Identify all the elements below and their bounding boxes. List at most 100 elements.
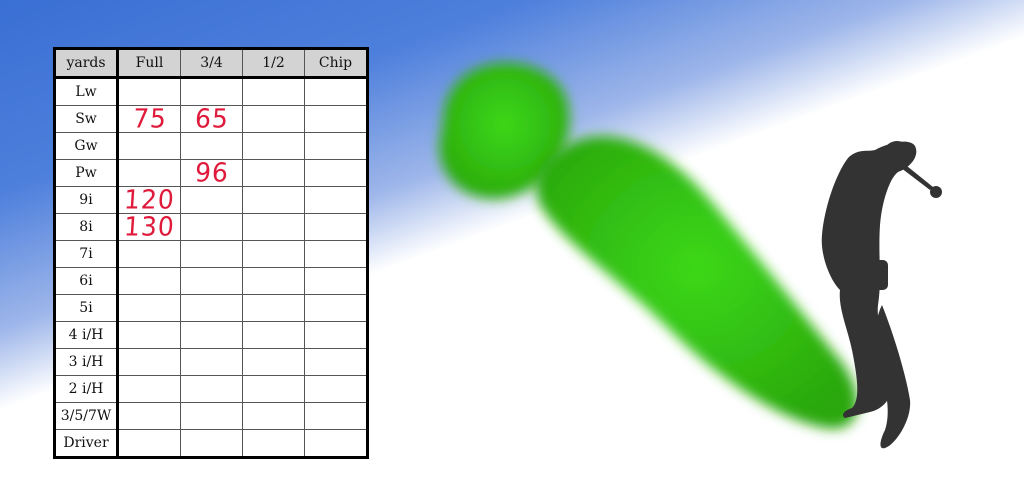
- green-blob-shape: [439, 62, 570, 199]
- cell-three-quarter[interactable]: [180, 186, 243, 214]
- cell-full[interactable]: [117, 348, 181, 376]
- club-label: Lw: [54, 77, 119, 106]
- club-label: Pw: [54, 159, 119, 187]
- golfer-silhouette-icon: [821, 141, 942, 449]
- cell-three-quarter[interactable]: [180, 402, 243, 430]
- header-yards: yards: [54, 48, 119, 79]
- club-label: 7i: [54, 240, 119, 268]
- club-label: 5i: [54, 294, 119, 322]
- header-row: yards Full 3/4 1/2 Chip: [54, 48, 368, 79]
- cell-half[interactable]: [242, 267, 305, 295]
- table-row: Lw: [54, 77, 368, 106]
- cell-half[interactable]: [242, 105, 305, 133]
- cell-half[interactable]: [242, 348, 305, 376]
- cell-chip[interactable]: [304, 402, 368, 430]
- cell-half[interactable]: [242, 429, 305, 458]
- club-label: 6i: [54, 267, 119, 295]
- cell-half[interactable]: [242, 240, 305, 268]
- cell-three-quarter[interactable]: 65: [180, 103, 243, 134]
- cell-chip[interactable]: [304, 132, 368, 160]
- cell-half[interactable]: [242, 186, 305, 214]
- cell-three-quarter[interactable]: [180, 375, 243, 403]
- cell-chip[interactable]: [304, 105, 368, 133]
- header-full: Full: [117, 48, 181, 79]
- cell-chip[interactable]: [304, 186, 368, 214]
- table-row: 3/5/7W: [54, 402, 368, 430]
- cell-three-quarter[interactable]: [180, 240, 243, 268]
- table-row: 5i: [54, 294, 368, 322]
- cell-full[interactable]: 130: [117, 211, 181, 242]
- cell-full[interactable]: [117, 429, 181, 458]
- cell-three-quarter[interactable]: [180, 348, 243, 376]
- handwritten-yardage: 96: [193, 157, 230, 188]
- cell-full[interactable]: [117, 132, 181, 160]
- cell-chip[interactable]: [304, 77, 368, 106]
- cell-full[interactable]: [117, 267, 181, 295]
- cell-three-quarter[interactable]: [180, 267, 243, 295]
- table-row: 7i: [54, 240, 368, 268]
- table-row: Driver: [54, 429, 368, 458]
- cell-half[interactable]: [242, 321, 305, 349]
- cell-chip[interactable]: [304, 321, 368, 349]
- cell-three-quarter[interactable]: [180, 294, 243, 322]
- cell-full[interactable]: [117, 321, 181, 349]
- cell-chip[interactable]: [304, 267, 368, 295]
- golf-illustration: [439, 62, 942, 449]
- cell-half[interactable]: [242, 77, 305, 106]
- cell-half[interactable]: [242, 294, 305, 322]
- cell-full[interactable]: [117, 159, 181, 187]
- club-label: 3 i/H: [54, 348, 119, 376]
- club-label: 8i: [54, 213, 119, 241]
- table-row: Pw 96: [54, 157, 368, 188]
- cell-full[interactable]: 75: [117, 103, 181, 134]
- cell-three-quarter[interactable]: [180, 213, 243, 241]
- cell-chip[interactable]: [304, 240, 368, 268]
- handwritten-yardage: 130: [123, 211, 176, 242]
- cell-half[interactable]: [242, 213, 305, 241]
- table-row: 9i 120: [54, 184, 368, 215]
- cell-three-quarter[interactable]: [180, 321, 243, 349]
- cell-full[interactable]: [117, 294, 181, 322]
- header-half: 1/2: [242, 48, 305, 79]
- club-label: 2 i/H: [54, 375, 119, 403]
- table-row: 6i: [54, 267, 368, 295]
- table-row: Gw: [54, 132, 368, 160]
- club-label: Gw: [54, 132, 119, 160]
- handwritten-yardage: 75: [131, 103, 168, 134]
- cell-full[interactable]: [117, 77, 181, 106]
- club-label: 4 i/H: [54, 321, 119, 349]
- club-label: Sw: [54, 105, 119, 133]
- table-row: 4 i/H: [54, 321, 368, 349]
- table-row: 3 i/H: [54, 348, 368, 376]
- cell-three-quarter[interactable]: [180, 77, 243, 106]
- table-row: Sw 75 65: [54, 103, 368, 134]
- cell-chip[interactable]: [304, 159, 368, 187]
- cell-chip[interactable]: [304, 294, 368, 322]
- cell-three-quarter[interactable]: 96: [180, 157, 243, 188]
- club-label: 3/5/7W: [54, 402, 119, 430]
- handwritten-yardage: 65: [193, 103, 230, 134]
- cell-three-quarter[interactable]: [180, 429, 243, 458]
- table-row: 2 i/H: [54, 375, 368, 403]
- header-chip: Chip: [304, 48, 368, 79]
- cell-chip[interactable]: [304, 348, 368, 376]
- cell-chip[interactable]: [304, 375, 368, 403]
- cell-full[interactable]: 120: [117, 184, 181, 215]
- table-row: 8i 130: [54, 211, 368, 242]
- yardage-table: yards Full 3/4 1/2 Chip Lw Sw 75 65 Gw Pw 96 9i…: [53, 47, 369, 459]
- club-label: Driver: [54, 429, 119, 458]
- cell-full[interactable]: [117, 375, 181, 403]
- fairway-green-shape: [536, 136, 858, 429]
- cell-chip[interactable]: [304, 429, 368, 458]
- cell-chip[interactable]: [304, 213, 368, 241]
- header-three-quarter: 3/4: [180, 48, 243, 79]
- cell-three-quarter[interactable]: [180, 132, 243, 160]
- cell-full[interactable]: [117, 402, 181, 430]
- cell-full[interactable]: [117, 240, 181, 268]
- cell-half[interactable]: [242, 159, 305, 187]
- cell-half[interactable]: [242, 132, 305, 160]
- club-label: 9i: [54, 186, 119, 214]
- cell-half[interactable]: [242, 402, 305, 430]
- handwritten-yardage: 120: [123, 184, 176, 215]
- cell-half[interactable]: [242, 375, 305, 403]
